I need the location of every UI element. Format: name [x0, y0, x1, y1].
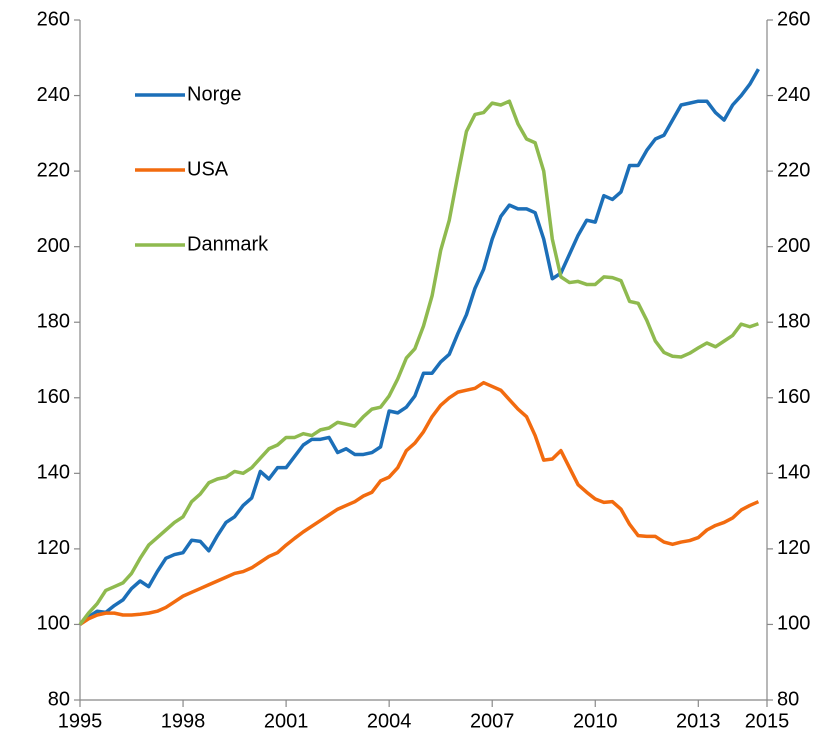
x-tick-label: 1998 — [161, 710, 206, 732]
y-tick-label: 180 — [37, 311, 70, 333]
y-tick-label: 120 — [37, 537, 70, 559]
y2-tick-label: 80 — [777, 688, 799, 710]
y2-tick-label: 220 — [777, 159, 810, 181]
legend-label: Danmark — [187, 233, 269, 255]
y2-tick-label: 100 — [777, 613, 810, 635]
y-tick-label: 140 — [37, 462, 70, 484]
y-tick-label: 100 — [37, 613, 70, 635]
y2-tick-label: 260 — [777, 8, 810, 30]
line — [79, 380, 760, 626]
y-tick-label: 220 — [37, 159, 70, 181]
y2-tick-label: 160 — [777, 386, 810, 408]
legend-label: Norge — [187, 83, 241, 105]
x-tick-label: 2010 — [573, 710, 618, 732]
y2-tick-label: 140 — [777, 462, 810, 484]
y-tick-label: 260 — [37, 8, 70, 30]
x-tick-label: 2013 — [676, 710, 721, 732]
y-tick-label: 160 — [37, 386, 70, 408]
x-tick-label: 2007 — [470, 710, 515, 732]
y2-tick-label: 120 — [777, 537, 810, 559]
y-tick-label: 80 — [48, 688, 70, 710]
y2-tick-label: 200 — [777, 235, 810, 257]
line — [78, 99, 759, 626]
legend-label: USA — [187, 158, 229, 180]
line — [78, 68, 760, 626]
y2-tick-label: 180 — [777, 311, 810, 333]
x-tick-label: 1995 — [58, 710, 103, 732]
y2-tick-label: 240 — [777, 84, 810, 106]
y-tick-label: 200 — [37, 235, 70, 257]
x-tick-label: 2015 — [745, 710, 790, 732]
y-tick-label: 240 — [37, 84, 70, 106]
x-tick-label: 2004 — [367, 710, 412, 732]
x-tick-label: 2001 — [264, 710, 309, 732]
